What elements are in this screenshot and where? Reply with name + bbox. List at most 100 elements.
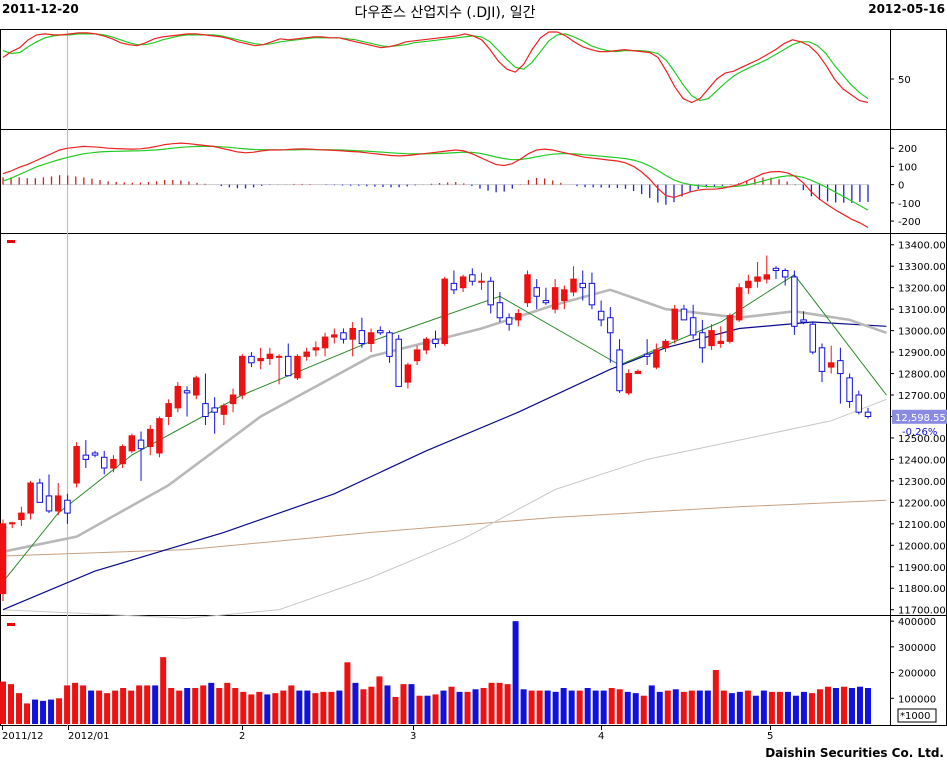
candle-body	[745, 280, 752, 289]
volume-bar	[552, 691, 559, 724]
candle-body	[588, 282, 596, 306]
candle-body	[855, 394, 863, 413]
volume-bar	[400, 684, 407, 724]
candle-body	[404, 364, 412, 383]
candle-body	[579, 282, 586, 289]
volume-bar	[704, 690, 711, 724]
candle-body	[441, 278, 448, 344]
y-tick-label: 0	[898, 181, 904, 192]
volume-bar	[16, 693, 23, 724]
x-tick-label: 4	[598, 731, 604, 742]
candle-body	[0, 523, 7, 595]
volume-bar	[40, 700, 47, 724]
volume-bar	[736, 691, 743, 724]
y-tick-label: 12200.00	[898, 498, 946, 509]
candle-body	[496, 302, 504, 319]
candle-body	[100, 456, 108, 469]
candle-body	[459, 276, 467, 289]
volume-bar	[200, 685, 207, 724]
volume-bar	[264, 694, 271, 724]
candle-body	[726, 315, 734, 342]
volume-bar	[48, 699, 55, 724]
candle-body	[597, 310, 605, 321]
volume-bar	[800, 691, 807, 724]
stoch-d-line	[2, 33, 869, 102]
candle-body	[781, 269, 789, 278]
price-tags: 12,598.55 -0.26% *1000	[892, 409, 947, 723]
candle-body	[239, 355, 246, 396]
volume-bar	[344, 662, 351, 724]
volume-bar	[616, 689, 623, 724]
volume-bar	[208, 682, 215, 724]
end-date: 2012-05-16	[868, 2, 945, 16]
volume-bar	[496, 682, 503, 724]
volume-bar	[584, 688, 591, 724]
candle-body	[229, 394, 237, 405]
last-price-tag	[892, 409, 947, 424]
volume-bar	[720, 690, 727, 724]
volume-bar	[848, 688, 855, 724]
volume-bar	[128, 690, 135, 724]
volume-bar	[768, 691, 775, 724]
volume-bar	[352, 682, 359, 724]
volume-bar	[160, 657, 167, 724]
volume-bar	[88, 690, 95, 724]
volume-bar	[240, 691, 247, 724]
volume-bar	[152, 685, 159, 724]
candle-body	[735, 287, 743, 321]
candle-body	[303, 351, 310, 357]
macd-line	[2, 142, 869, 228]
volume-bar	[744, 690, 751, 724]
volume-bar	[376, 676, 383, 724]
volume-bar	[760, 690, 767, 724]
candle-body	[469, 274, 476, 282]
volume-marker	[7, 623, 15, 626]
y-tick-label: 13300.00	[898, 262, 946, 273]
candle-body	[358, 330, 366, 344]
candle-body	[423, 338, 430, 351]
volume-bar	[168, 688, 175, 724]
volume-bar	[72, 682, 79, 724]
candle-body	[827, 362, 835, 368]
volume-bar	[856, 686, 863, 724]
volume-unit-box	[897, 708, 937, 723]
volume-bar	[112, 690, 119, 724]
volume-bar	[560, 688, 567, 724]
volume-bar	[136, 685, 143, 724]
candle-body	[248, 355, 255, 364]
candle-body	[64, 499, 71, 514]
candle-body	[717, 340, 725, 344]
change-pct: -0.26%	[902, 427, 937, 438]
volume-bar	[296, 690, 303, 724]
ma-ma60-line	[2, 321, 887, 611]
y-tick-label: 12100.00	[898, 520, 946, 531]
candle-body	[754, 276, 761, 282]
candle-body	[27, 482, 34, 514]
volume-bar	[808, 693, 815, 724]
candle-body	[561, 289, 568, 302]
volume-bar	[256, 691, 263, 724]
candle-body	[515, 312, 522, 321]
x-tick-label: 2012/01	[68, 731, 110, 742]
candle-body	[671, 308, 679, 340]
volume-bar	[784, 691, 791, 724]
candle-body	[331, 334, 338, 338]
y-tick-label: 12300.00	[898, 477, 946, 488]
volume-bar	[232, 688, 239, 724]
volume-bar	[176, 690, 183, 724]
candle-body	[653, 349, 660, 368]
volume-bar	[536, 690, 543, 724]
candle-body	[763, 274, 771, 280]
volume-bar	[184, 688, 191, 724]
candle-body	[634, 370, 642, 375]
candle-body	[505, 317, 513, 325]
volume-bar	[416, 695, 423, 724]
candle-body	[699, 332, 706, 349]
candle-body	[156, 418, 163, 454]
volume-bar	[456, 691, 463, 724]
candle-body	[257, 358, 264, 362]
stochastic-panel	[2, 31, 869, 104]
volume-bar	[32, 699, 39, 724]
volume-bar	[592, 690, 599, 724]
last-price-value: 12,598.55	[895, 413, 946, 424]
